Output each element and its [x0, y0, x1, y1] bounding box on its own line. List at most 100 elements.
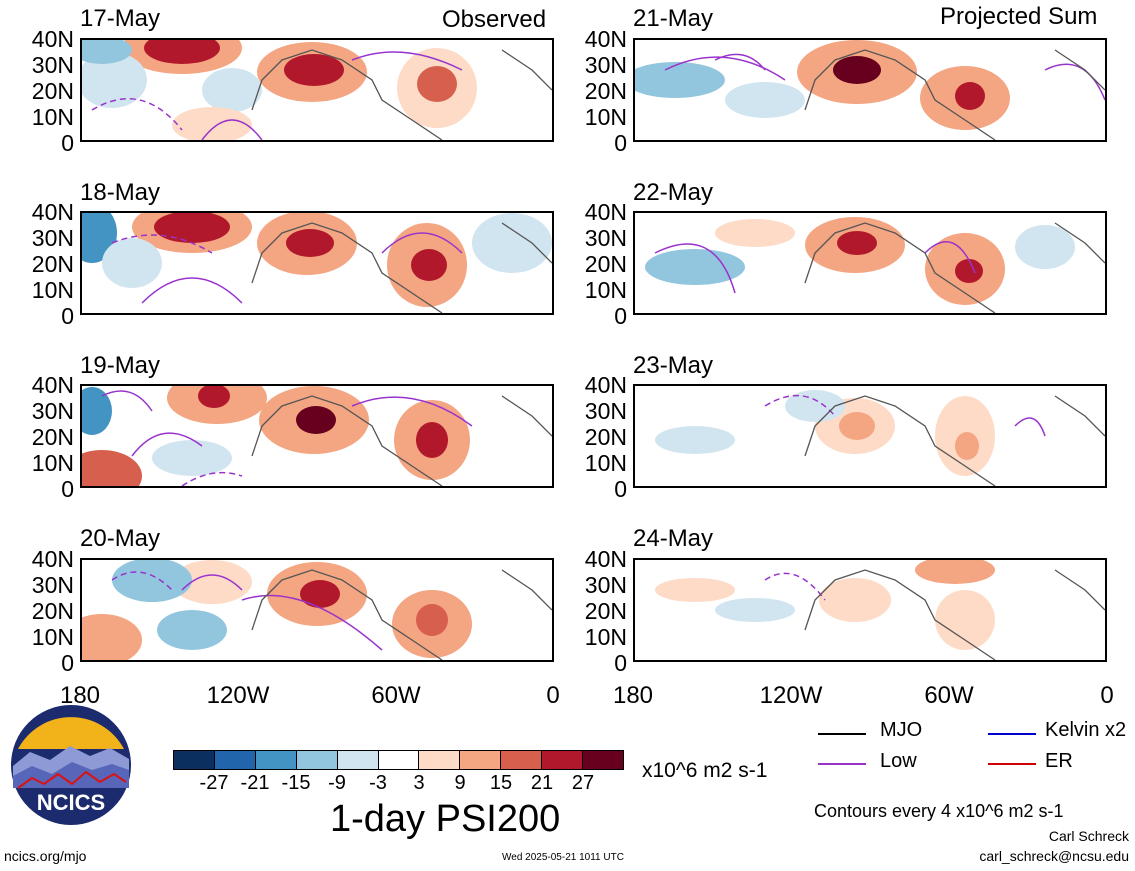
- lat-label: 30N: [31, 52, 74, 78]
- colorbar-tick-label: 15: [489, 772, 513, 794]
- colorbar-tick-label: 27: [571, 772, 595, 794]
- panel-date: 17-May: [80, 5, 161, 32]
- lat-label: 20N: [31, 424, 74, 450]
- logo-text: NCICS: [36, 790, 106, 815]
- lat-label: 20N: [584, 78, 627, 104]
- lat-label: 0: [614, 476, 627, 502]
- colorbar-swatch: [337, 751, 379, 769]
- lon-label: 60W: [924, 682, 974, 709]
- panel-date: 21-May: [633, 5, 714, 32]
- lat-label: 0: [61, 303, 74, 329]
- colorbar-tick-label: 21: [530, 772, 554, 794]
- map-panel: [633, 558, 1107, 662]
- legend-low-label: Low: [880, 750, 917, 772]
- colorbar-swatch: [419, 751, 461, 769]
- lat-label: 40N: [584, 26, 627, 52]
- lat-label: 30N: [584, 572, 627, 598]
- map-panel: [80, 211, 554, 315]
- lat-label: 10N: [584, 104, 627, 130]
- colorbar-swatch: [501, 751, 543, 769]
- map-panel: [633, 38, 1107, 142]
- timestamp: Wed 2025-05-21 1011 UTC: [502, 852, 624, 863]
- map-field: [82, 40, 552, 140]
- map-panel: [80, 384, 554, 488]
- lat-label: 0: [61, 476, 74, 502]
- lon-label: 0: [546, 682, 560, 709]
- projected-title: Projected Sum: [940, 3, 1098, 30]
- colorbar-swatches: [173, 750, 624, 770]
- lat-label: 10N: [584, 277, 627, 303]
- lat-label: 20N: [31, 78, 74, 104]
- map-field: [655, 560, 1105, 660]
- lat-label: 30N: [584, 225, 627, 251]
- colorbar-tick-label: -15: [281, 772, 311, 794]
- colorbar-tick-label: 3: [413, 772, 425, 794]
- colorbar-swatch: [214, 751, 256, 769]
- legend-low-line: [818, 763, 866, 765]
- lon-label: 60W: [371, 682, 421, 709]
- map-field: [655, 390, 1105, 486]
- map-field: [645, 217, 1105, 313]
- colorbar-tick-label: -21: [240, 772, 270, 794]
- map-panel: [80, 38, 554, 142]
- map-panel: [633, 211, 1107, 315]
- lat-label: 40N: [31, 546, 74, 572]
- colorbar-swatch: [583, 751, 623, 769]
- lat-label: 0: [614, 130, 627, 156]
- colorbar-swatch: [460, 751, 502, 769]
- map-field: [635, 40, 1105, 140]
- lat-label: 40N: [584, 199, 627, 225]
- lat-label: 30N: [31, 398, 74, 424]
- lat-label: 20N: [584, 424, 627, 450]
- colorbar-swatch: [542, 751, 584, 769]
- lat-label: 20N: [584, 598, 627, 624]
- lat-label: 30N: [584, 52, 627, 78]
- legend-er-line: [988, 763, 1036, 765]
- panel-date: 19-May: [80, 352, 161, 379]
- colorbar-tick-label: -3: [369, 772, 387, 794]
- ncics-logo: NCICS: [10, 704, 132, 826]
- legend-kelvin-line: [988, 733, 1036, 735]
- colorbar-swatch: [174, 751, 215, 769]
- lat-label: 20N: [584, 251, 627, 277]
- colorbar-swatch: [378, 751, 420, 769]
- colorbar-units: x10^6 m2 s-1: [642, 759, 768, 782]
- colorbar-tick-label: -27: [199, 772, 229, 794]
- colorbar-tick-label: 9: [454, 772, 466, 794]
- author: Carl Schreck: [1048, 828, 1129, 844]
- legend-mjo-label: MJO: [880, 719, 923, 741]
- lat-label: 30N: [584, 398, 627, 424]
- author-email: carl_schreck@ncsu.edu: [979, 848, 1129, 864]
- lat-label: 0: [61, 130, 74, 156]
- colorbar-swatch: [255, 751, 297, 769]
- panel-date: 22-May: [633, 179, 714, 206]
- lat-label: 10N: [31, 624, 74, 650]
- lat-label: 40N: [31, 26, 74, 52]
- map-field: [82, 213, 552, 313]
- lat-label: 40N: [584, 372, 627, 398]
- lat-label: 30N: [31, 225, 74, 251]
- panel-date: 24-May: [633, 525, 714, 552]
- contour-note: Contours every 4 x10^6 m2 s-1: [814, 801, 1064, 821]
- legend-mjo-line: [818, 733, 866, 735]
- colorbar-swatch: [296, 751, 338, 769]
- lat-label: 0: [614, 650, 627, 676]
- lon-label: 120W: [206, 682, 270, 709]
- lat-label: 20N: [31, 251, 74, 277]
- chart-title: 1-day PSI200: [330, 798, 561, 840]
- lat-label: 10N: [584, 450, 627, 476]
- panel-date: 20-May: [80, 525, 161, 552]
- lat-label: 40N: [584, 546, 627, 572]
- map-panel: [80, 558, 554, 662]
- lon-label: 180: [612, 682, 654, 709]
- lon-label: 180: [59, 682, 101, 709]
- lat-label: 10N: [584, 624, 627, 650]
- site-link[interactable]: ncics.org/mjo: [4, 848, 87, 864]
- panel-date: 23-May: [633, 352, 714, 379]
- observed-title: Observed: [442, 6, 547, 33]
- map-panel: [633, 384, 1107, 488]
- panel-date: 18-May: [80, 179, 161, 206]
- lat-label: 40N: [31, 372, 74, 398]
- lat-label: 30N: [31, 572, 74, 598]
- lat-label: 10N: [31, 104, 74, 130]
